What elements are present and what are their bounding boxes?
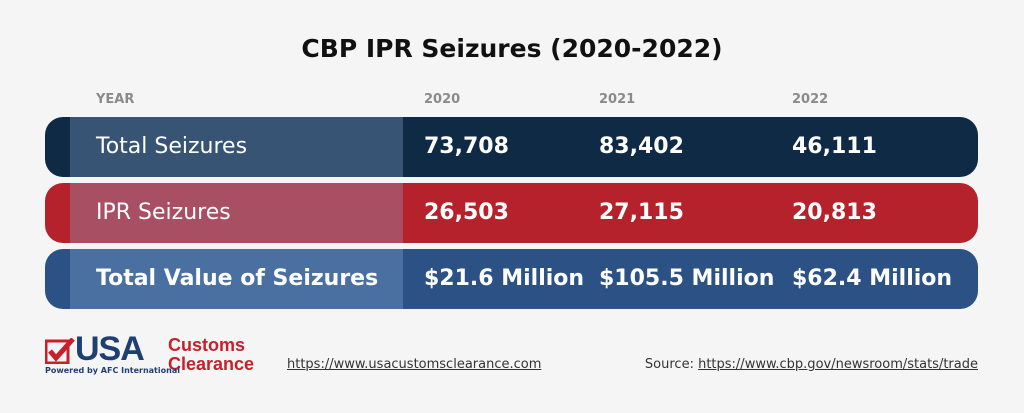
column-header: YEAR — [96, 92, 135, 107]
row-highlight — [70, 249, 403, 309]
row-label: Total Value of Seizures — [96, 266, 379, 291]
cell: 46,111 — [792, 134, 877, 159]
cell: $105.5 Million — [599, 266, 775, 291]
source-label: Source: — [644, 357, 694, 372]
logo-name: Clearance — [168, 354, 255, 374]
cell: 27,115 — [599, 200, 684, 225]
column-header: 2021 — [599, 92, 636, 107]
cell: 73,708 — [424, 134, 509, 159]
row-label: IPR Seizures — [96, 200, 231, 225]
column-header: 2020 — [424, 92, 461, 107]
column-header: 2022 — [792, 92, 829, 107]
cell: 26,503 — [424, 200, 509, 225]
logo-name: Customs — [168, 335, 246, 355]
table-row: IPR Seizures 26,503 27,115 20,813 — [45, 183, 978, 243]
row-highlight — [70, 117, 403, 177]
website-url[interactable]: https://www.usacustomsclearance.com — [287, 357, 542, 372]
row-label: Total Seizures — [96, 134, 248, 159]
source: Source: https://www.cbp.gov/newsroom/sta… — [645, 357, 978, 372]
cell: $62.4 Million — [792, 266, 953, 291]
cell: 20,813 — [792, 200, 877, 225]
cell: $21.6 Million — [424, 266, 585, 291]
row-highlight — [70, 183, 403, 243]
table-row: Total Seizures 73,708 83,402 46,111 — [45, 117, 978, 177]
logo-check — [45, 338, 75, 364]
cell: 83,402 — [599, 134, 684, 159]
website-link[interactable]: https://www.usacustomsclearance.com — [287, 357, 541, 372]
title: CBP IPR Seizures (2020-2022) — [301, 34, 723, 63]
source-url[interactable]: https://www.cbp.gov/newsroom/stats/trade — [698, 357, 978, 372]
table-row: Total Value of Seizures $21.6 Million $1… — [45, 249, 978, 309]
logo-brand: USA — [75, 330, 145, 368]
logo-tagline: Powered by AFC International — [45, 366, 180, 375]
